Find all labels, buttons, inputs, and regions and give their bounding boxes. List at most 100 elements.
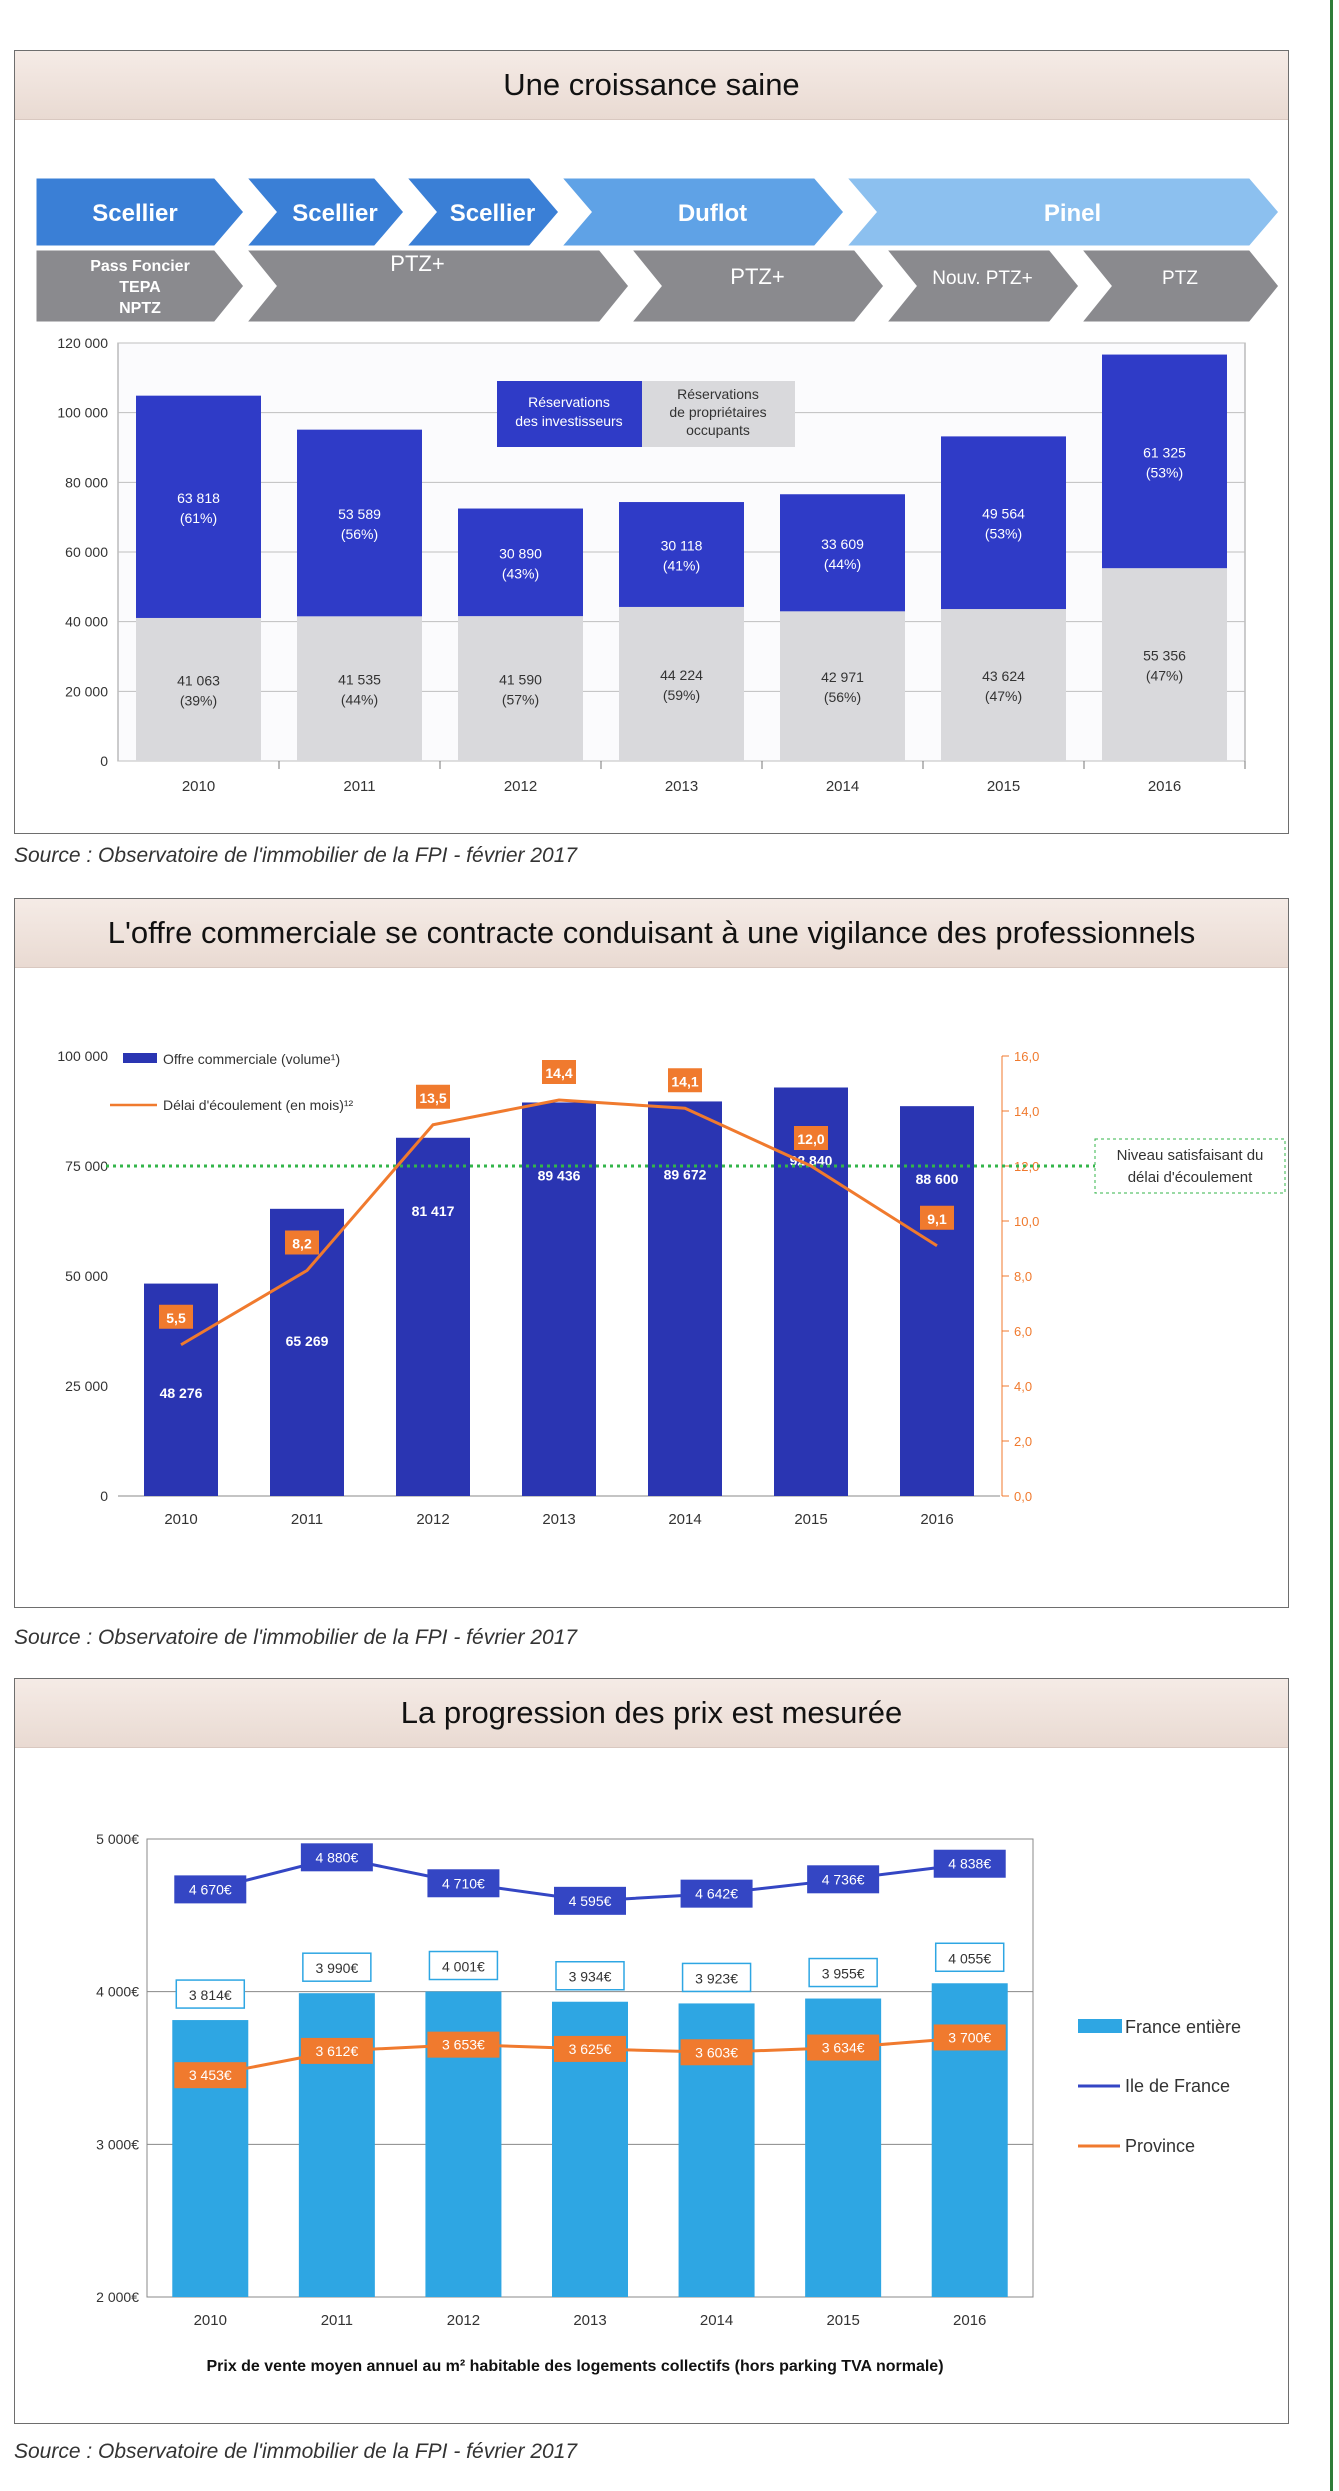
bar-pct-investors: (44%) [824,556,861,572]
legend-label-investors: des investisseurs [515,413,622,429]
legend-label-delay: Délai d'écoulement (en mois)¹² [163,1097,354,1113]
threshold-label: Niveau satisfaisant du [1117,1147,1264,1164]
bar-owners [619,606,744,761]
label-box-province [680,2039,753,2066]
x-tick-label: 2014 [700,2312,733,2329]
y-tick-label-right: 0,0 [1014,1489,1032,1504]
x-tick-label: 2013 [665,778,698,795]
threshold-label: délai d'écoulement [1128,1169,1253,1186]
legend-label-offer: Offre commerciale (volume¹) [163,1051,340,1067]
source-note-3: Source : Observatoire de l'immobilier de… [14,2440,578,2463]
label-france: 4 001€ [442,1959,485,1975]
chart-title-prices: La progression des prix est mesurée [15,1679,1288,1748]
legend-label-owners: de propriétaires [669,404,766,420]
x-tick-label: 2012 [416,1511,449,1528]
label-box-province [554,2035,626,2062]
label-idf: 4 710€ [442,1875,485,1891]
bar-offer [900,1106,974,1496]
label-box-france [681,1962,752,1993]
label-france: 3 955€ [822,1966,865,1982]
program-label-bottom: PTZ+ [390,251,444,276]
y-tick-label: 4 000€ [96,1984,139,2000]
legend-swatch-france [1078,2019,1122,2033]
delay-label-box [668,1068,702,1093]
bar-label-offer: 48 276 [160,1385,203,1401]
x-tick-label: 2016 [953,2312,986,2329]
chart-panel-prices: 2 000€ 3 000€ 4 000€ 5 000€ 3 814€ 2010 3 990€… [14,1678,1289,2424]
bar-label-investors: 30 890 [499,545,542,561]
chart-panel-growth: Scellier Scellier Scellier Duflot Pinel Pass … [14,50,1289,834]
x-tick-label: 2015 [794,1511,827,1528]
bar-pct-investors: (56%) [341,526,378,542]
label-box-france [555,1960,625,1991]
y-tick-label: 3 000€ [96,2136,139,2152]
bar-pct-investors: (53%) [1146,464,1183,480]
delay-label: 5,5 [166,1310,186,1326]
bar-investors [1102,354,1227,569]
legend-swatch-offer [123,1053,157,1063]
legend-label-investors: Réservations [528,394,610,410]
label-france: 4 055€ [948,1950,991,1966]
label-province: 3 603€ [695,2044,738,2060]
bar-label-owners: 55 356 [1143,648,1186,664]
label-box-idf [300,1843,373,1872]
bar-pct-owners: (57%) [502,692,539,708]
delay-label: 8,2 [292,1236,312,1252]
label-box-france [808,1957,878,1988]
bar-pct-investors: (61%) [180,510,217,526]
delay-label-box [542,1060,576,1084]
label-box-province [807,2034,880,2061]
label-france: 3 923€ [695,1970,738,1986]
x-tick-label: 2016 [1148,778,1181,795]
delay-line [180,1098,938,1347]
legend-swatch-owners [642,381,795,447]
bar-label-owners: 44 224 [660,667,703,683]
bar-owners [136,617,261,761]
bar-offer [270,1208,344,1496]
y-tick-label-right: 6,0 [1014,1324,1032,1339]
delay-label-box [794,1126,828,1150]
y-tick-label: 0 [100,753,108,769]
program-label-bottom: TEPA [119,279,161,296]
program-label-bottom: PTZ+ [730,264,784,289]
program-arrow-bottom [881,247,1082,325]
bar-label-investors: 53 589 [338,506,381,522]
bar-pct-investors: (43%) [502,565,539,581]
x-tick-label: 2014 [668,1511,701,1528]
legend-label-idf: Ile de France [1125,2076,1230,2096]
y-tick-label-right: 12,0 [1014,1159,1039,1174]
label-france: 3 990€ [315,1960,358,1976]
label-box-france [934,1942,1005,1973]
x-tick-label: 2012 [504,778,537,795]
label-box-province [174,2062,247,2089]
growth-chart: Scellier Scellier Scellier Duflot Pinel Pass … [33,175,1282,795]
label-province: 3 653€ [442,2037,485,2053]
y-tick-label: 60 000 [65,544,108,560]
label-idf: 4 736€ [822,1871,865,1887]
bar-label-offer: 89 436 [538,1167,581,1183]
y-tick-label-left: 75 000 [65,1158,108,1174]
legend-label-owners: Réservations [677,386,759,402]
program-arrow-bottom [1076,247,1282,325]
program-arrow-top [401,175,562,249]
bar-label-owners: 41 063 [177,672,220,688]
program-label-top: Scellier [92,200,177,227]
delay-label: 12,0 [797,1131,824,1147]
bar-label-owners: 43 624 [982,668,1025,684]
label-box-province [933,2024,1006,2051]
delay-label-box [285,1230,319,1255]
program-label-top: Scellier [292,200,377,227]
bar-pct-owners: (47%) [1146,668,1183,684]
bar-owners [458,616,583,761]
delay-label: 14,4 [545,1065,572,1081]
program-label-bottom: Pass Foncier [90,258,190,275]
bar-pct-investors: (53%) [985,526,1022,542]
label-box-france [175,1979,246,2009]
bar-pct-investors: (41%) [663,557,700,573]
program-arrow-bottom [626,247,887,325]
bar-label-investors: 49 564 [982,506,1025,522]
program-arrow-bottom [33,247,247,325]
bar-label-investors: 33 609 [821,536,864,552]
x-tick-label: 2010 [164,1511,197,1528]
delay-label: 13,5 [419,1090,446,1106]
